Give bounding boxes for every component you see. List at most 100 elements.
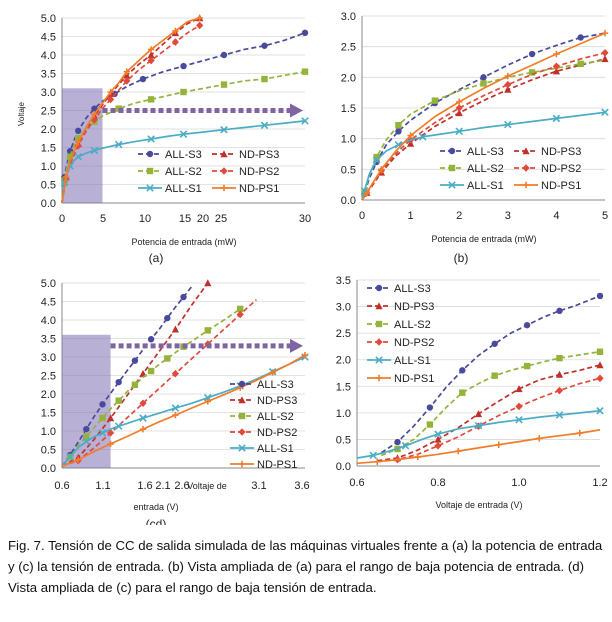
chart-a-point-all-s2	[261, 75, 268, 83]
chart-c-legend-label: ND-PS1	[257, 459, 297, 471]
chart-c-ytick-label: 0.0	[41, 463, 56, 475]
chart-d-point-nd-ps3	[434, 435, 442, 443]
chart-a-legend-marker-all-s2	[146, 167, 154, 175]
chart-a-point-all-s3	[261, 42, 268, 49]
chart-d-point-all-s1	[474, 421, 483, 430]
chart-d-point-all-s2	[491, 372, 498, 379]
chart-b-legend-label: ND-PS2	[541, 163, 581, 175]
chart-a-point-nd-ps3	[123, 71, 131, 79]
chart-a-point-nd-ps1	[147, 46, 155, 53]
chart-d-series-line-nd-ps1	[356, 429, 601, 465]
chart-b-point-all-s3	[577, 34, 584, 41]
chart-b-legend-marker-nd-ps3	[522, 147, 530, 155]
chart-c-legend-label: ND-PS3	[257, 395, 297, 407]
chart-d-legend-label: ALL-S3	[394, 283, 431, 295]
chart-a-point-all-s3	[180, 62, 187, 70]
chart-b-point-all-s2	[373, 153, 380, 161]
chart-c-legend-marker-nd-ps3	[238, 396, 246, 404]
chart-c-point-nd-ps1	[269, 369, 276, 376]
chart-d-ytick-label: 1.5	[336, 381, 351, 393]
chart-b-point-all-s1	[601, 108, 609, 117]
chart-b-xtick-label: 2	[456, 210, 462, 222]
chart-a-point-all-s3	[301, 29, 309, 36]
chart-b-point-nd-ps1	[378, 166, 385, 173]
chart-b-point-all-s2	[431, 97, 439, 104]
chart-b-point-all-s2	[395, 121, 402, 129]
chart-b-point-nd-ps3	[601, 55, 609, 63]
chart-a-point-all-s3	[220, 51, 228, 59]
chart-c-point-all-s3	[83, 425, 90, 433]
chart-d-series-line-all-s1	[356, 409, 601, 459]
chart-a-series-line-nd-ps2	[61, 24, 201, 204]
chart-b-xtick-label: 1	[408, 210, 414, 222]
chart-a-point-nd-ps1	[107, 88, 114, 96]
chart-d-point-all-s3	[523, 321, 531, 329]
chart-a-point-all-s3	[139, 75, 147, 83]
chart-c-point-all-s2	[131, 381, 139, 388]
chart-b-point-all-s3	[528, 50, 536, 58]
chart-c-point-all-s2	[83, 433, 90, 440]
chart-c-series-line-all-s3	[61, 286, 193, 467]
chart-b-series-line-all-s1	[361, 111, 606, 201]
chart-c-point-all-s2	[164, 355, 171, 362]
chart-a-point-nd-ps1	[196, 14, 203, 22]
chart-b-point-all-s1	[418, 133, 427, 141]
chart-b-legend-marker-all-s2	[448, 164, 456, 172]
chart-a-panel-label: (a)	[149, 251, 164, 265]
chart-a-point-nd-ps1	[123, 68, 130, 75]
chart-b-legend-marker-all-s1	[448, 181, 456, 189]
chart-a-x-axis-title: Potencia de entrada (mW)	[131, 237, 236, 247]
chart-d-series-line-all-s2	[380, 350, 601, 457]
chart-c-point-all-s2	[99, 414, 106, 422]
figure-charts: 0.0 0.5 1.0 1.5 2.0 2.5 3.0 3.5 4.0 4.5 5.0 0.0 0.5 1…	[17, 11, 609, 525]
chart-d-point-nd-ps3	[555, 370, 564, 378]
chart-d-point-nd-ps2	[555, 386, 564, 395]
chart-d-point-all-s3	[491, 340, 498, 347]
chart-a-point-all-s2	[220, 81, 228, 88]
chart-a-point-nd-ps2	[147, 56, 155, 65]
chart-b-xtick-label: 3	[505, 210, 511, 222]
chart-c-ytick-label: 2.0	[41, 389, 56, 401]
chart-c-legend-marker-all-s3	[238, 380, 246, 388]
chart-a-legend-label: ALL-S3	[165, 149, 202, 161]
chart-d-xtick-label: 1.0	[511, 477, 526, 489]
chart-a-point-nd-ps3	[147, 51, 155, 59]
chart-d-point-all-s2	[596, 348, 604, 355]
chart-c-point-all-s3	[147, 336, 155, 343]
chart-a-point-nd-ps2	[196, 21, 204, 30]
chart-b-legend-label: ALL-S3	[467, 146, 504, 158]
chart-d-ytick-label: 0.5	[336, 434, 351, 446]
chart-d-point-all-s3	[459, 367, 466, 374]
chart-d-point-all-s3	[556, 307, 563, 315]
chart-a-point-all-s1	[114, 140, 123, 149]
chart-c-point-all-s1	[114, 422, 123, 430]
chart-b-legend-marker-nd-ps1	[522, 181, 530, 189]
chart-c-ytick-label: 0.5	[41, 445, 56, 457]
chart-a-point-all-s1	[301, 117, 309, 125]
chart-b-panel-label: (b)	[454, 251, 469, 265]
chart-b-legend-label: ND-PS3	[541, 146, 581, 158]
chart-a-point-nd-ps2	[74, 141, 82, 150]
chart-d-point-all-s3	[394, 438, 401, 446]
chart-c-xtick-label: 0.6	[54, 480, 69, 492]
chart-a-point-all-s1	[147, 135, 155, 143]
chart-a-ytick-label: 1.0	[41, 161, 56, 173]
chart-c-arrow-head	[290, 338, 303, 353]
chart-d-legend-marker-all-s3	[375, 284, 383, 292]
chart-b-xtick-label: 4	[553, 210, 559, 222]
chart-d-point-nd-ps3	[596, 361, 604, 369]
chart-d-xtick-label: 0.6	[349, 477, 364, 489]
chart-d-point-all-s1	[434, 430, 442, 438]
chart-c-point-all-s3	[180, 293, 187, 301]
chart-d-point-all-s1	[555, 411, 564, 419]
chart-c-xtick-label: 1.6	[137, 480, 152, 492]
chart-d-point-nd-ps2	[434, 442, 442, 450]
chart-a-point-all-s2	[180, 88, 187, 96]
chart-c-legend-label: ND-PS2	[257, 427, 297, 439]
chart-d-point-all-s2	[426, 421, 434, 428]
chart-c-point-all-s1	[139, 414, 147, 422]
chart-b-point-nd-ps1	[456, 98, 463, 106]
chart-a-point-nd-ps2	[123, 77, 131, 85]
chart-d-point-all-s1	[401, 442, 410, 450]
chart-a-point-all-s2	[147, 96, 155, 103]
